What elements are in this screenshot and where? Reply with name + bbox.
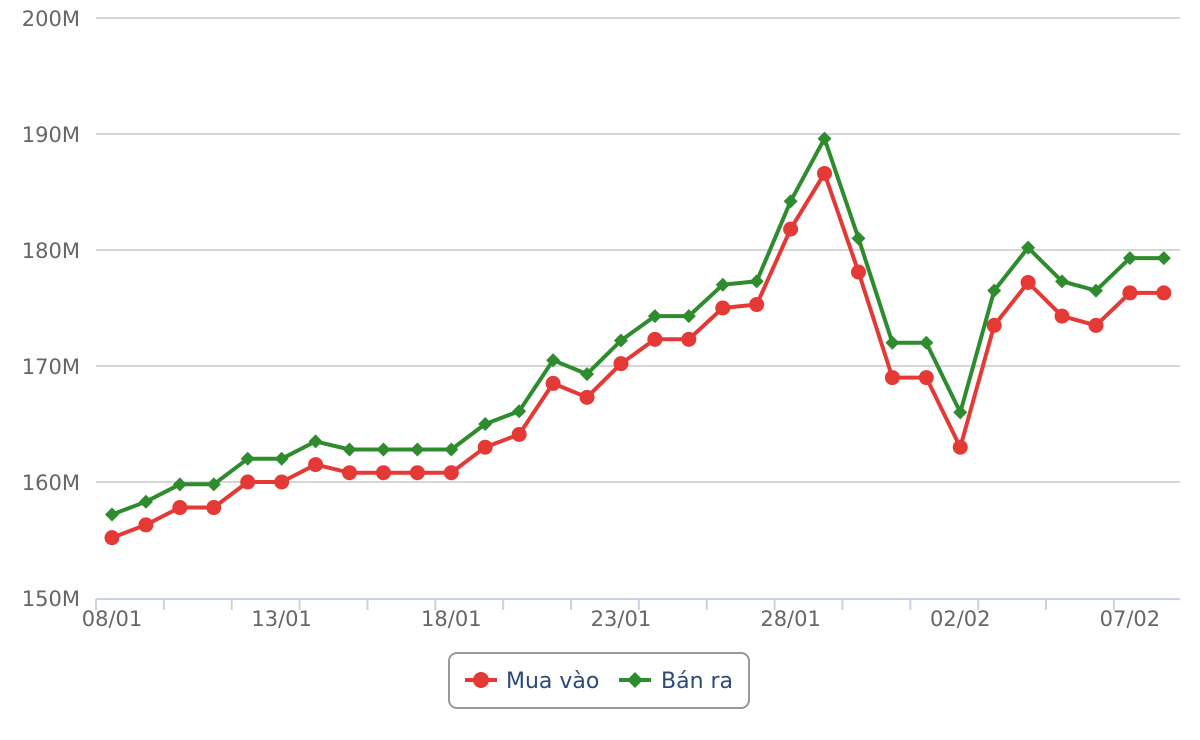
data-point[interactable] (477, 439, 493, 455)
legend-label-mua-vao: Mua vào (506, 669, 599, 694)
legend-item-ban-ra[interactable]: Bán ra (619, 669, 733, 694)
data-point[interactable] (681, 309, 696, 324)
data-point[interactable] (240, 474, 256, 490)
data-point[interactable] (647, 309, 662, 324)
data-point[interactable] (1088, 283, 1103, 298)
data-point[interactable] (1122, 251, 1137, 266)
data-point[interactable] (681, 331, 697, 347)
x-tick-label: 28/01 (760, 607, 821, 631)
data-point[interactable] (240, 451, 255, 466)
data-point[interactable] (342, 442, 357, 457)
y-tick-label: 170M (22, 355, 80, 379)
data-point[interactable] (1122, 285, 1138, 301)
x-tick-label: 08/01 (82, 607, 143, 631)
x-tick-label: 07/02 (1100, 607, 1161, 631)
series-layer (104, 131, 1172, 546)
data-point[interactable] (1020, 274, 1036, 290)
data-point[interactable] (749, 297, 765, 313)
data-point[interactable] (478, 417, 493, 431)
x-tick-label: 13/01 (251, 607, 312, 631)
series-line (110, 136, 1166, 517)
data-point[interactable] (715, 300, 731, 316)
data-point[interactable] (749, 274, 764, 289)
data-point[interactable] (613, 356, 629, 372)
y-tick-label: 200M (22, 7, 80, 31)
data-point[interactable] (580, 367, 595, 382)
legend-box (448, 652, 750, 709)
data-point[interactable] (884, 370, 900, 386)
data-point[interactable] (172, 500, 188, 516)
data-point[interactable] (443, 465, 459, 481)
series-mua-vao (104, 165, 1172, 546)
legend-label-ban-ra: Bán ra (661, 669, 733, 694)
data-point[interactable] (851, 231, 866, 246)
x-axis-labels: 08/01 13/01 18/01 23/01 28/01 02/02 07/02 (82, 607, 1160, 631)
data-point[interactable] (986, 317, 1002, 333)
data-point[interactable] (172, 477, 187, 492)
grid-layer (96, 17, 1180, 483)
data-point[interactable] (850, 264, 866, 280)
y-tick-label: 190M (22, 123, 80, 147)
data-point[interactable] (545, 375, 561, 391)
data-point[interactable] (919, 335, 934, 350)
data-point[interactable] (138, 494, 153, 509)
legend-marker-mua-vao (473, 672, 489, 688)
data-point[interactable] (1088, 317, 1104, 333)
data-point[interactable] (342, 465, 358, 481)
data-point[interactable] (817, 131, 832, 146)
y-tick-label: 180M (22, 239, 80, 263)
y-tick-label: 160M (22, 471, 80, 495)
data-point[interactable] (274, 451, 289, 466)
data-point[interactable] (138, 517, 154, 533)
data-point[interactable] (308, 434, 323, 449)
data-point[interactable] (274, 474, 290, 490)
data-point[interactable] (579, 389, 595, 405)
data-point[interactable] (918, 370, 934, 386)
data-point[interactable] (953, 405, 968, 420)
data-point[interactable] (104, 530, 120, 546)
data-point[interactable] (783, 194, 798, 209)
data-point[interactable] (206, 500, 222, 516)
data-point[interactable] (715, 277, 730, 292)
legend: Mua vào Bán ra (448, 652, 750, 709)
data-point[interactable] (817, 165, 833, 181)
data-point[interactable] (987, 283, 1002, 298)
data-point[interactable] (376, 442, 391, 457)
data-point[interactable] (308, 457, 324, 473)
data-point[interactable] (105, 507, 119, 522)
x-tick-label: 18/01 (421, 607, 482, 631)
legend-item-mua-vao[interactable]: Mua vào (465, 669, 599, 694)
data-point[interactable] (546, 353, 561, 368)
series-ban-ra (105, 131, 1171, 522)
data-point[interactable] (1156, 285, 1172, 301)
y-axis-labels: 150M 160M 170M 180M 190M 200M (22, 7, 80, 611)
series-line (110, 171, 1166, 540)
data-point[interactable] (375, 465, 391, 481)
data-point[interactable] (409, 465, 425, 481)
data-point[interactable] (410, 442, 425, 457)
x-axis (95, 598, 1180, 610)
data-point[interactable] (885, 335, 900, 350)
data-point[interactable] (512, 404, 527, 419)
data-point[interactable] (206, 477, 221, 492)
data-point[interactable] (783, 221, 799, 237)
data-point[interactable] (647, 331, 663, 347)
data-point[interactable] (511, 426, 527, 442)
data-point[interactable] (1021, 240, 1036, 255)
data-point[interactable] (952, 439, 968, 455)
data-point[interactable] (613, 333, 628, 348)
y-tick-label: 150M (22, 587, 80, 611)
data-point[interactable] (1156, 251, 1171, 266)
data-point[interactable] (444, 442, 459, 457)
x-tick-label: 02/02 (930, 607, 991, 631)
legend-marker-ban-ra (627, 672, 643, 688)
data-point[interactable] (1054, 308, 1070, 324)
data-point[interactable] (1055, 274, 1070, 289)
x-tick-label: 23/01 (591, 607, 652, 631)
